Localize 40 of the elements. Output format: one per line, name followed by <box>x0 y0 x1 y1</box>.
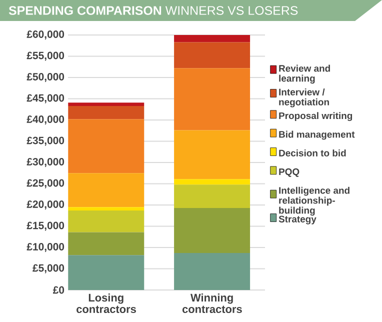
y-tick-label: £60,000 <box>26 30 64 40</box>
legend-label: Interview / negotiation <box>279 88 329 108</box>
bar <box>174 253 250 290</box>
legend-label: Review and learning <box>279 64 330 84</box>
y-tick-label: £10,000 <box>26 243 64 252</box>
y-tick-label: £30,000 <box>26 158 64 167</box>
x-tick-label: Losing contractors <box>76 294 136 314</box>
legend-label: Bid management <box>279 130 355 140</box>
x-tick-label: Winning contractors <box>182 294 242 314</box>
y-tick-label: £40,000 <box>26 116 64 124</box>
chart-title: SPENDING COMPARISON WINNERS VS LOSERS <box>8 6 298 15</box>
bar <box>174 179 250 185</box>
bar <box>68 106 144 120</box>
legend-label: Intelligence and relationship-building <box>279 186 350 216</box>
bar <box>174 42 250 68</box>
y-tick-label: £20,000 <box>26 200 64 210</box>
bar <box>68 102 144 106</box>
bar <box>68 207 144 211</box>
y-tick-label: £45,000 <box>26 94 64 104</box>
legend-label: PQQ <box>279 168 300 177</box>
bar <box>174 130 250 180</box>
y-tick-label: £35,000 <box>26 136 64 146</box>
y-tick-label: £15,000 <box>26 222 64 231</box>
y-tick-label: £0 <box>52 286 64 294</box>
y-tick-label: £25,000 <box>26 179 64 188</box>
legend-label: Decision to bid <box>279 149 346 156</box>
bar <box>68 255 144 290</box>
bar <box>174 208 250 254</box>
bar <box>174 184 250 208</box>
legend-label: Strategy <box>278 216 316 224</box>
y-tick-label: £55,000 <box>26 52 64 61</box>
bar <box>68 119 144 174</box>
bar <box>174 68 250 130</box>
bar <box>68 232 144 256</box>
legend-label: Proposal writing <box>279 112 352 121</box>
bar <box>174 35 250 42</box>
y-tick-label: £5,000 <box>32 264 64 274</box>
bar <box>68 173 144 208</box>
y-tick-label: £50,000 <box>26 73 64 82</box>
bar <box>68 210 144 232</box>
